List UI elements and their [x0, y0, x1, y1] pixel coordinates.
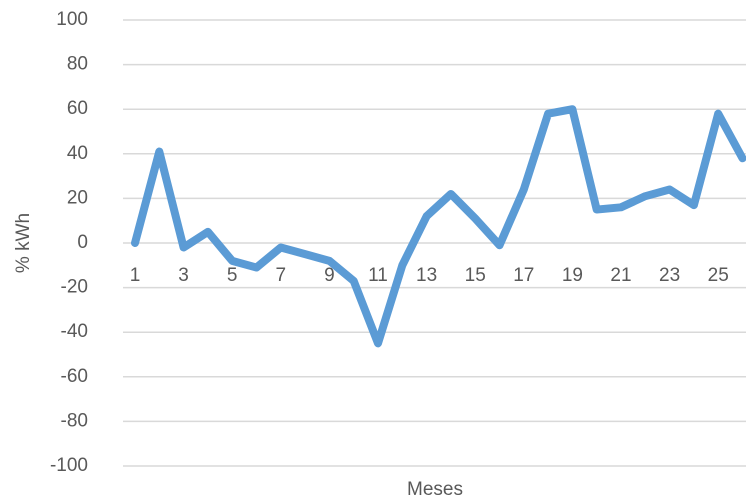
- x-tick-label: 7: [276, 265, 287, 286]
- x-tick-label: 25: [708, 265, 729, 286]
- y-tick-label: 0: [77, 232, 88, 253]
- y-tick-label: -20: [61, 277, 88, 298]
- x-tick-label: 1: [130, 265, 141, 286]
- y-tick-label: 80: [67, 54, 88, 75]
- x-tick-label: 23: [659, 265, 680, 286]
- x-tick-label: 21: [610, 265, 631, 286]
- x-axis-label: Meses: [407, 479, 463, 500]
- x-tick-label: 11: [368, 265, 388, 286]
- y-tick-label: 40: [67, 143, 88, 164]
- y-axis-label: % kWh: [13, 213, 34, 273]
- y-tick-label: -80: [61, 410, 88, 431]
- x-tick-label: 13: [416, 265, 437, 286]
- y-tick-label: -40: [61, 321, 88, 342]
- y-tick-label: 20: [67, 187, 88, 208]
- y-tick-label: -60: [61, 366, 88, 387]
- y-tick-label: 100: [56, 9, 88, 30]
- x-tick-label: 5: [227, 265, 238, 286]
- x-tick-label: 3: [178, 265, 189, 286]
- data-line: [131, 105, 746, 348]
- x-tick-label: 17: [513, 265, 534, 286]
- y-tick-label: -100: [50, 455, 88, 476]
- x-tick-label: 9: [324, 265, 335, 286]
- x-tick-label: 19: [562, 265, 583, 286]
- x-tick-label: 15: [465, 265, 486, 286]
- y-tick-label: 60: [67, 98, 88, 119]
